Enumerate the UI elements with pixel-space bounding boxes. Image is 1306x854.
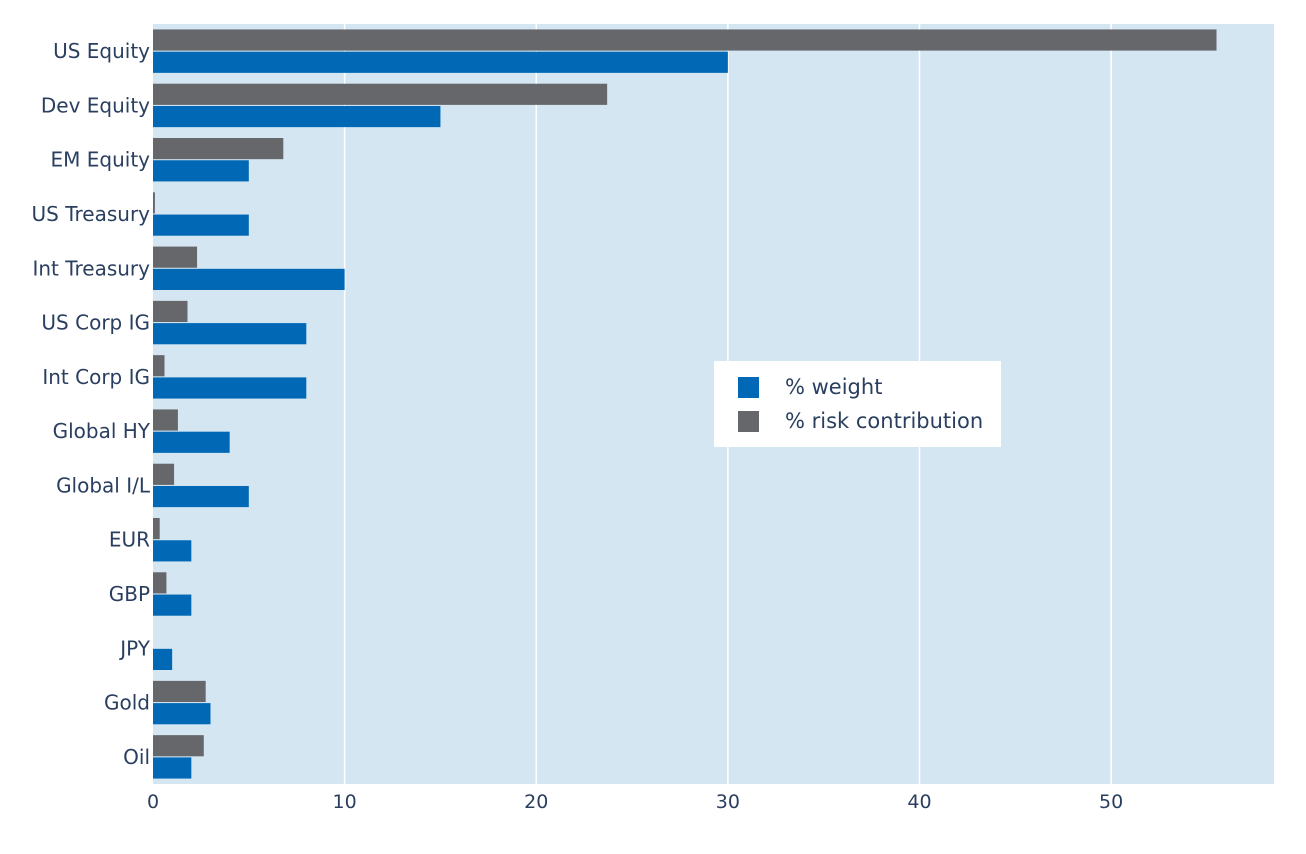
bar-risk-contribution bbox=[153, 138, 284, 160]
legend-item-risk[interactable]: % risk contribution bbox=[738, 409, 983, 433]
bar-weight bbox=[153, 105, 441, 128]
bar-weight bbox=[153, 431, 230, 453]
y-category-label: Global HY bbox=[53, 419, 151, 443]
bar-risk-contribution bbox=[153, 518, 160, 540]
y-category-label: EM Equity bbox=[51, 148, 151, 172]
bar-weight bbox=[153, 51, 728, 73]
y-category-label: Oil bbox=[123, 745, 150, 769]
y-category-label: Dev Equity bbox=[41, 93, 150, 117]
bar-risk-contribution bbox=[153, 409, 178, 431]
y-category-label: US Equity bbox=[53, 39, 150, 63]
legend-label-risk: % risk contribution bbox=[785, 409, 984, 433]
legend-swatch-weight bbox=[738, 376, 759, 398]
y-category-label: GBP bbox=[109, 582, 150, 606]
bar-risk-contribution bbox=[153, 463, 175, 485]
y-category-label: US Treasury bbox=[32, 202, 151, 226]
y-category-label: JPY bbox=[118, 636, 151, 660]
bar-weight bbox=[153, 377, 307, 399]
plot-area bbox=[153, 24, 1274, 784]
legend: % weight % risk contribution bbox=[714, 361, 1001, 447]
bar-risk-contribution bbox=[153, 246, 198, 268]
bar-risk-contribution bbox=[153, 680, 206, 703]
y-axis-labels: US Equity Dev Equity EM Equity US Treasury I… bbox=[32, 39, 151, 769]
bar-weight bbox=[153, 757, 192, 779]
bar-risk-contribution bbox=[153, 192, 155, 214]
bar-risk-contribution bbox=[153, 355, 165, 377]
bars bbox=[153, 29, 1217, 779]
legend-item-weight[interactable]: % weight bbox=[738, 375, 882, 399]
bar-weight bbox=[153, 160, 249, 182]
bar-weight bbox=[153, 268, 345, 290]
bar-risk-contribution bbox=[153, 300, 188, 323]
x-tick-label: 40 bbox=[907, 791, 931, 813]
legend-label-weight: % weight bbox=[785, 375, 883, 399]
y-category-label: EUR bbox=[109, 528, 150, 552]
bar-weight bbox=[153, 594, 192, 616]
y-category-label: Global I/L bbox=[56, 473, 151, 497]
bar-weight bbox=[153, 648, 173, 670]
legend-swatch-risk bbox=[738, 410, 759, 432]
bar-risk-contribution bbox=[153, 83, 608, 105]
bar-risk-contribution bbox=[153, 29, 1217, 51]
x-tick-label: 10 bbox=[333, 791, 357, 813]
bar-weight bbox=[153, 703, 211, 725]
x-tick-label: 50 bbox=[1099, 791, 1123, 813]
x-tick-label: 0 bbox=[147, 791, 159, 813]
y-category-label: Int Corp IG bbox=[42, 365, 150, 389]
y-category-label: Gold bbox=[104, 691, 150, 715]
bar-risk-contribution bbox=[153, 735, 204, 757]
x-tick-label: 30 bbox=[716, 791, 740, 813]
bar-weight bbox=[153, 485, 249, 508]
x-axis-ticks: 0 10 20 30 40 50 bbox=[147, 791, 1123, 813]
bar-weight bbox=[153, 323, 307, 345]
y-category-label: US Corp IG bbox=[41, 311, 150, 335]
y-category-label: Int Treasury bbox=[32, 256, 150, 280]
bar-risk-contribution bbox=[153, 572, 167, 594]
x-tick-label: 20 bbox=[524, 791, 548, 813]
bar-weight bbox=[153, 540, 192, 562]
bar-weight bbox=[153, 214, 249, 236]
